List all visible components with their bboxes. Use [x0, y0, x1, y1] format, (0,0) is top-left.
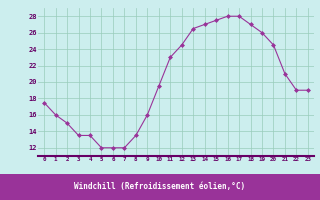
Text: Windchill (Refroidissement éolien,°C): Windchill (Refroidissement éolien,°C) — [75, 182, 245, 192]
